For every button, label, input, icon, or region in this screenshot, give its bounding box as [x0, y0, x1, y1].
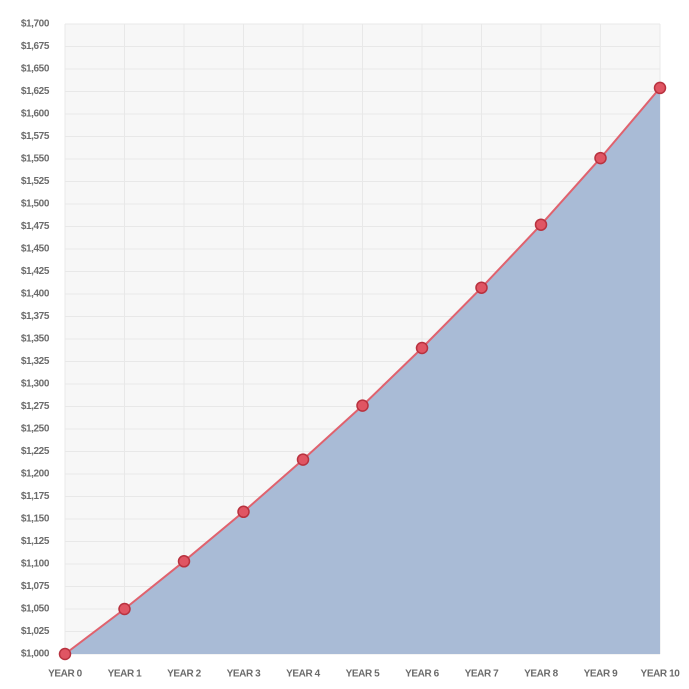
y-tick-label: $1,525 — [21, 176, 50, 187]
x-tick-label: YEAR 6 — [405, 669, 440, 680]
marker — [177, 555, 191, 568]
y-tick-label: $1,150 — [21, 514, 50, 525]
y-tick-label: $1,025 — [21, 626, 50, 637]
marker — [237, 505, 250, 519]
y-tick-label: $1,075 — [21, 581, 50, 592]
y-tick-label: $1,575 — [21, 131, 50, 142]
x-tick-label: YEAR 7 — [465, 669, 500, 680]
marker — [534, 218, 548, 231]
y-tick-label: $1,175 — [21, 491, 50, 502]
y-tick-label: $1,625 — [21, 86, 50, 97]
x-tick-label: YEAR 8 — [524, 669, 559, 680]
y-tick-label: $1,650 — [21, 64, 50, 75]
marker — [296, 453, 310, 466]
y-tick-label: $1,425 — [21, 266, 50, 277]
marker — [356, 399, 369, 412]
x-tick-label: YEAR 2 — [167, 669, 202, 680]
x-tick-label: YEAR 1 — [108, 669, 143, 680]
y-tick-label: $1,550 — [21, 154, 50, 165]
x-tick-label: YEAR 5 — [346, 669, 381, 680]
y-tick-label: $1,200 — [21, 469, 50, 480]
marker — [653, 81, 667, 95]
y-tick-label: $1,325 — [21, 356, 50, 367]
y-tick-label: $1,000 — [21, 649, 50, 660]
y-tick-label: $1,125 — [21, 536, 50, 547]
x-tick-label: YEAR 4 — [286, 669, 321, 680]
y-tick-label: $1,675 — [21, 41, 50, 52]
x-tick-label: YEAR 0 — [48, 669, 83, 680]
y-tick-label: $1,250 — [21, 424, 50, 435]
marker — [594, 151, 607, 165]
y-tick-label: $1,600 — [21, 109, 50, 120]
marker — [118, 602, 131, 616]
y-tick-label: $1,100 — [21, 559, 50, 570]
x-tick-label: YEAR 9 — [584, 669, 619, 680]
x-tick-label: YEAR 10 — [641, 669, 681, 680]
y-tick-label: $1,500 — [21, 199, 50, 210]
y-tick-label: $1,350 — [21, 334, 50, 345]
y-tick-label: $1,375 — [21, 311, 50, 322]
x-tick-label: YEAR 3 — [227, 669, 262, 680]
marker — [475, 281, 488, 294]
area-fill — [65, 87, 660, 654]
y-tick-label: $1,275 — [21, 401, 50, 412]
y-tick-label: $1,475 — [21, 221, 50, 232]
y-tick-label: $1,225 — [21, 446, 50, 457]
marker — [58, 647, 72, 661]
y-tick-label: $1,400 — [21, 289, 50, 300]
y-tick-label: $1,300 — [21, 379, 50, 390]
marker — [415, 341, 429, 355]
y-tick-label: $1,450 — [21, 244, 50, 255]
y-tick-label: $1,050 — [21, 604, 50, 615]
y-tick-label: $1,700 — [21, 19, 50, 30]
